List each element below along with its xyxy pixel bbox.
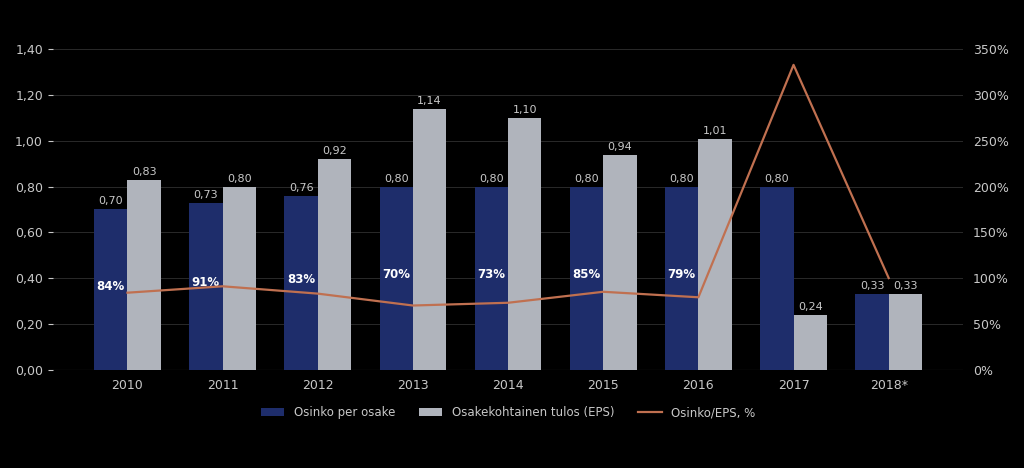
Bar: [127, 180, 161, 370]
Bar: [413, 109, 446, 370]
Text: 79%: 79%: [668, 268, 695, 281]
Bar: [508, 118, 542, 370]
Text: 0,92: 0,92: [322, 146, 347, 156]
Bar: [222, 187, 256, 370]
Text: 0,80: 0,80: [765, 174, 790, 183]
Text: 0,73: 0,73: [194, 190, 218, 199]
Bar: [317, 159, 351, 370]
Text: 0,76: 0,76: [289, 183, 313, 193]
Bar: [889, 294, 922, 370]
Bar: [760, 187, 794, 370]
Bar: [570, 187, 603, 370]
Bar: [665, 187, 698, 370]
Bar: [855, 294, 889, 370]
Text: 84%: 84%: [96, 280, 125, 293]
Text: 0,80: 0,80: [384, 174, 409, 183]
Text: 0,80: 0,80: [227, 174, 252, 183]
Text: 0,80: 0,80: [574, 174, 599, 183]
Bar: [94, 210, 127, 370]
Text: 0,33: 0,33: [860, 281, 885, 291]
Text: 91%: 91%: [191, 276, 220, 289]
Text: 0,94: 0,94: [607, 141, 632, 152]
Text: 0,83: 0,83: [132, 167, 157, 177]
Text: 0,70: 0,70: [98, 197, 123, 206]
Bar: [794, 314, 826, 370]
Bar: [189, 203, 222, 370]
Bar: [603, 154, 637, 370]
Text: 83%: 83%: [287, 273, 315, 285]
Bar: [698, 139, 732, 370]
Text: 0,80: 0,80: [479, 174, 504, 183]
Text: 73%: 73%: [477, 268, 506, 281]
Text: 0,33: 0,33: [893, 281, 918, 291]
Bar: [380, 187, 413, 370]
Bar: [475, 187, 508, 370]
Text: 0,80: 0,80: [670, 174, 694, 183]
Text: 1,10: 1,10: [512, 105, 537, 115]
Text: 70%: 70%: [382, 268, 411, 281]
Text: 1,01: 1,01: [702, 125, 727, 136]
Text: 1,14: 1,14: [417, 96, 442, 106]
Text: 0,24: 0,24: [798, 302, 822, 312]
Bar: [285, 196, 317, 370]
Legend: Osinko per osake, Osakekohtainen tulos (EPS), Osinko/EPS, %: Osinko per osake, Osakekohtainen tulos (…: [256, 402, 760, 424]
Text: 85%: 85%: [572, 268, 601, 281]
